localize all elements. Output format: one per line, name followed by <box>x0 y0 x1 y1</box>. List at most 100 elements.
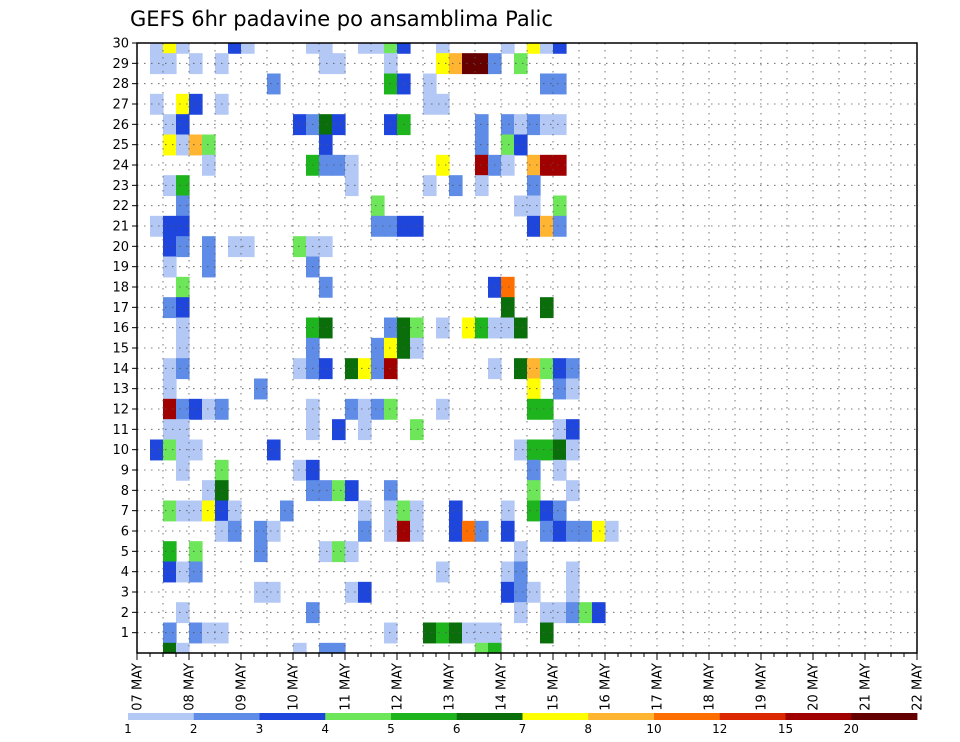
heatmap-cell <box>540 622 554 644</box>
heatmap-cell <box>540 439 554 461</box>
y-tick-label: 22 <box>112 199 129 214</box>
heatmap-cell <box>332 53 346 75</box>
heatmap-cell <box>540 297 554 319</box>
heatmap-cell <box>293 459 307 481</box>
heatmap-cell <box>228 43 242 54</box>
heatmap-cell <box>319 642 333 654</box>
heatmap-cell <box>514 581 528 603</box>
y-tick-label: 9 <box>121 464 129 479</box>
heatmap-cell <box>189 439 203 461</box>
heatmap-cell <box>163 297 177 319</box>
heatmap-cell <box>384 358 398 380</box>
y-tick-label: 27 <box>112 98 129 113</box>
heatmap-cell <box>254 541 268 563</box>
heatmap-cell <box>540 358 554 380</box>
x-tick-label: 12 MAY <box>391 663 406 711</box>
heatmap-cell <box>176 459 190 481</box>
y-tick-label: 12 <box>112 403 129 418</box>
colorbar-label: 6 <box>453 722 461 736</box>
heatmap-cell <box>202 256 216 278</box>
y-tick-label: 25 <box>112 138 129 153</box>
heatmap-cell <box>540 602 554 624</box>
y-tick-label: 13 <box>112 382 129 397</box>
colorbar-swatch <box>325 713 392 720</box>
heatmap-cell <box>293 236 307 258</box>
colorbar-label: 5 <box>387 722 395 736</box>
x-axis: 07 MAY 08 MAY 09 MAY 10 MAY 11 MAY 12 MAY 13 M… <box>131 653 926 711</box>
x-tick-label: 16 MAY <box>599 663 614 711</box>
y-tick-label: 1 <box>121 626 129 641</box>
x-tick-label: 21 MAY <box>859 663 874 711</box>
heatmap-cell <box>540 154 554 176</box>
heatmap-cell <box>527 358 541 380</box>
heatmap-cell <box>176 642 190 654</box>
heatmap-cell <box>566 561 580 583</box>
y-tick-label: 4 <box>121 565 129 580</box>
heatmap-cell <box>319 236 333 258</box>
x-tick-label: 17 MAY <box>651 663 666 711</box>
heatmap-cell <box>410 215 424 237</box>
heatmap-cell <box>319 358 333 380</box>
x-tick-label: 15 MAY <box>547 663 562 711</box>
x-tick-label: 18 MAY <box>703 663 718 711</box>
heatmap-cell <box>163 215 177 237</box>
heatmap-cell <box>345 398 359 420</box>
colorbar-swatch <box>128 713 195 720</box>
heatmap-cell <box>358 398 372 420</box>
heatmap-cell <box>566 480 580 502</box>
heatmap-cell <box>553 520 567 542</box>
colorbar-swatch <box>193 713 260 720</box>
colorbar-label: 15 <box>778 722 793 736</box>
heatmap-cell <box>163 398 177 420</box>
heatmap-cell <box>163 175 177 197</box>
heatmap-cell <box>176 398 190 420</box>
heatmap-cell <box>358 419 372 441</box>
heatmap-cell <box>475 520 489 542</box>
heatmap-cell <box>514 358 528 380</box>
heatmap-cell <box>332 642 346 654</box>
heatmap-cell <box>553 43 567 54</box>
heatmap-cell <box>163 53 177 75</box>
heatmap-cell <box>189 561 203 583</box>
y-tick-label: 11 <box>112 423 129 438</box>
heatmap-cell <box>189 134 203 156</box>
heatmap-cell <box>449 520 463 542</box>
heatmap-cell <box>436 43 450 54</box>
colorbar-label: 10 <box>646 722 661 736</box>
heatmap-cell <box>462 520 476 542</box>
colorbar-label: 12 <box>712 722 727 736</box>
heatmap-cell <box>540 73 554 95</box>
heatmap-cells <box>150 43 619 654</box>
y-tick-label: 6 <box>121 525 129 540</box>
heatmap-cell <box>436 53 450 75</box>
heatmap-cell <box>397 43 411 54</box>
heatmap-cell <box>319 53 333 75</box>
heatmap-cell <box>384 500 398 522</box>
heatmap-cell <box>176 439 190 461</box>
heatmap-cell <box>176 43 190 54</box>
colorbar: 1 2 3 4 5 6 7 8 10 12 15 20 <box>124 713 918 736</box>
heatmap-cell <box>514 317 528 339</box>
heatmap-cell <box>462 622 476 644</box>
heatmap-cell <box>384 520 398 542</box>
heatmap-cell <box>527 378 541 400</box>
y-tick-label: 10 <box>112 443 129 458</box>
heatmap-cell <box>202 398 216 420</box>
heatmap-cell <box>501 297 515 319</box>
heatmap-cell <box>189 93 203 115</box>
heatmap-cell <box>436 561 450 583</box>
y-tick-label: 17 <box>112 301 129 316</box>
heatmap-cell <box>514 561 528 583</box>
heatmap-cell <box>319 43 333 54</box>
heatmap-cell <box>150 215 164 237</box>
heatmap-cell <box>345 154 359 176</box>
heatmap-cell <box>202 480 216 502</box>
y-tick-label: 30 <box>112 37 129 52</box>
heatmap-cell <box>176 419 190 441</box>
heatmap-cell <box>189 398 203 420</box>
heatmap-cell <box>527 175 541 197</box>
heatmap-cell <box>514 439 528 461</box>
heatmap-cell <box>501 520 515 542</box>
heatmap-cell <box>462 53 476 75</box>
heatmap-cell <box>150 439 164 461</box>
